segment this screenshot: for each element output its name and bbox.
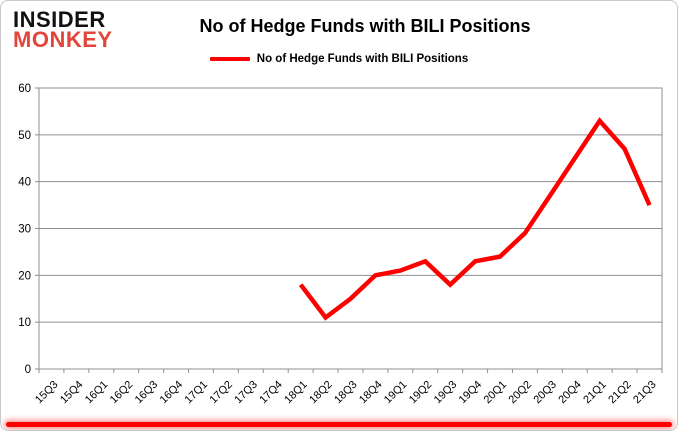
x-axis-tick-label: 17Q4 [257, 379, 285, 407]
x-axis-tick-label: 17Q1 [183, 379, 211, 407]
x-axis-tick-label: 16Q4 [158, 379, 186, 407]
insider-monkey-logo: INSIDER MONKEY [13, 7, 113, 53]
y-axis-tick-label: 30 [18, 224, 31, 236]
chart-plot-area [38, 87, 663, 370]
x-axis-tick-label: 16Q1 [83, 379, 111, 407]
x-axis-tick-label: 19Q2 [407, 379, 435, 407]
x-axis-tick-label: 17Q2 [207, 379, 235, 407]
legend-line-swatch [209, 57, 250, 61]
y-axis-tick-label: 50 [18, 130, 31, 142]
logo-line2: MONKEY [13, 27, 113, 53]
x-axis-tick-label: 21Q3 [631, 379, 659, 407]
chart-title: No of Hedge Funds with BILI Positions [199, 16, 531, 36]
x-axis-tick-label: 17Q3 [232, 379, 260, 407]
x-axis-tick-label: 16Q2 [108, 379, 136, 407]
legend-label: No of Hedge Funds with BILI Positions [256, 53, 469, 65]
x-axis-tick-label: 20Q2 [507, 379, 535, 407]
x-axis-tick-label: 21Q2 [606, 379, 634, 407]
data-line-no-of-hedge-funds-with-bili-positions [298, 117, 652, 321]
x-axis-tick-label: 20Q3 [531, 379, 559, 407]
logo-line1: INSIDER [13, 7, 106, 32]
x-axis-tick-label: 18Q2 [307, 379, 335, 407]
x-axis-tick-label: 18Q4 [357, 379, 385, 407]
x-axis-tick-label: 20Q4 [556, 379, 584, 407]
y-axis-tick-label: 60 [18, 83, 31, 95]
y-axis-tick-label: 10 [18, 317, 31, 329]
y-axis-tick-label: 40 [18, 177, 31, 189]
y-axis-tick-label: 20 [18, 270, 31, 282]
x-axis-tick-label: 15Q3 [33, 379, 61, 407]
x-axis-tick-label: 19Q1 [382, 379, 410, 407]
x-axis-tick-label: 16Q3 [133, 379, 161, 407]
red-bottom-accent-bar [6, 422, 672, 427]
x-axis-tick-label: 15Q4 [58, 379, 86, 407]
x-axis-tick-label: 21Q1 [581, 379, 609, 407]
legend: No of Hedge Funds with BILI Positions [1, 53, 677, 65]
x-axis-tick-label: 19Q3 [432, 379, 460, 407]
x-axis-tick-label: 18Q3 [332, 379, 360, 407]
y-axis-tick-label: 0 [25, 364, 31, 376]
x-axis-tick-label: 20Q1 [482, 379, 510, 407]
x-axis-tick-label: 18Q1 [282, 379, 310, 407]
x-axis-tick-label: 19Q4 [457, 379, 485, 407]
